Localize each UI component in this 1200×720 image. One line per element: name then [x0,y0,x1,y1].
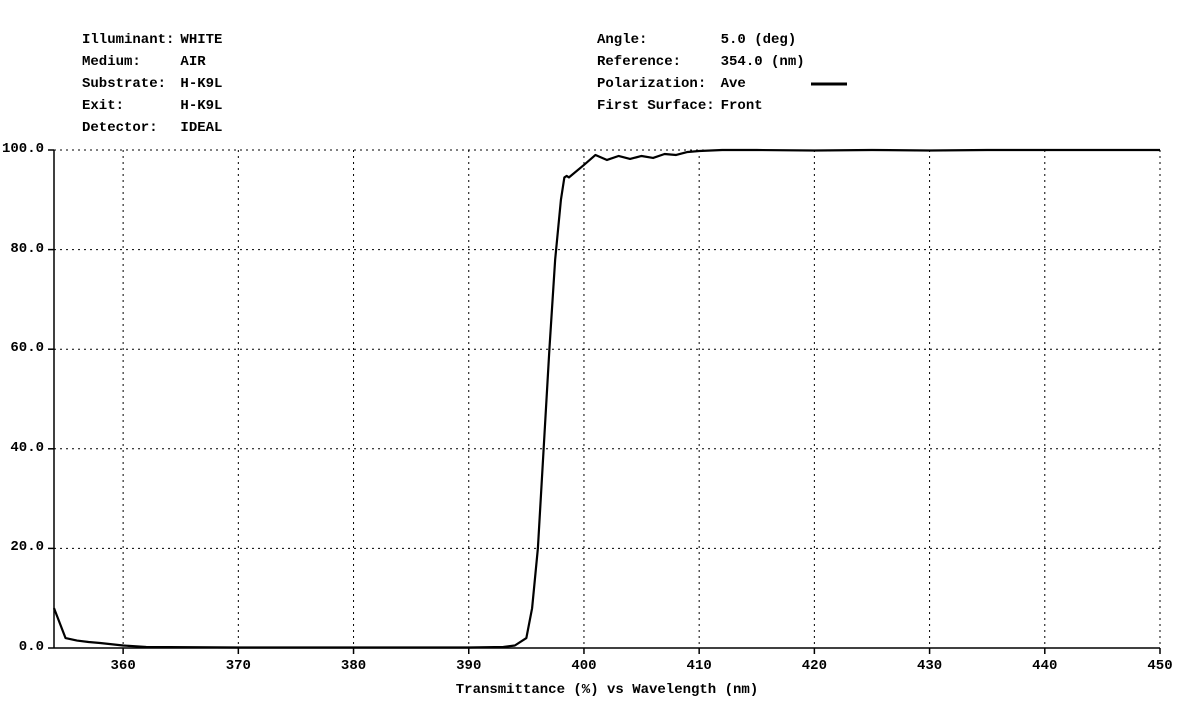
x-tick-label: 370 [218,658,258,674]
meta-value: AIR [180,52,226,72]
meta-value: Front [721,96,809,116]
meta-block-right: Angle:5.0 (deg)Reference:354.0 (nm)Polar… [595,28,853,118]
y-tick-label: 40.0 [0,440,44,456]
meta-value: 5.0 (deg) [721,30,809,50]
meta-key: Substrate: [82,74,178,94]
meta-key: Polarization: [597,74,719,94]
meta-key: Detector: [82,118,178,138]
legend-line-sample [811,74,851,94]
chart-container: Illuminant:WHITEMedium:AIRSubstrate:H-K9… [0,0,1200,720]
meta-key: Exit: [82,96,178,116]
x-tick-label: 450 [1140,658,1180,674]
x-tick-label: 400 [564,658,604,674]
meta-value: H-K9L [180,74,226,94]
x-tick-label: 430 [910,658,950,674]
meta-key: First Surface: [597,96,719,116]
y-tick-label: 100.0 [0,141,44,157]
meta-key: Illuminant: [82,30,178,50]
y-tick-label: 60.0 [0,340,44,356]
transmittance-line [54,150,1160,648]
meta-block-left: Illuminant:WHITEMedium:AIRSubstrate:H-K9… [80,28,228,140]
x-tick-label: 380 [334,658,374,674]
y-tick-label: 80.0 [0,241,44,257]
meta-key: Medium: [82,52,178,72]
meta-value: Ave [721,74,809,94]
meta-value: IDEAL [180,118,226,138]
x-axis-label: Transmittance (%) vs Wavelength (nm) [407,682,807,698]
x-tick-label: 440 [1025,658,1065,674]
meta-value: 354.0 (nm) [721,52,809,72]
x-tick-label: 420 [794,658,834,674]
y-tick-label: 20.0 [0,539,44,555]
x-tick-label: 390 [449,658,489,674]
meta-key: Angle: [597,30,719,50]
x-tick-label: 360 [103,658,143,674]
meta-value: H-K9L [180,96,226,116]
meta-key: Reference: [597,52,719,72]
y-tick-label: 0.0 [0,639,44,655]
meta-value: WHITE [180,30,226,50]
x-tick-label: 410 [679,658,719,674]
